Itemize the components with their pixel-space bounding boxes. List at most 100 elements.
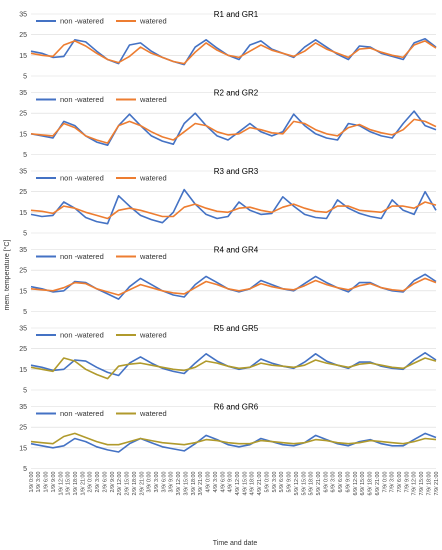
x-tick-label: 2/9/ 12:00: [117, 472, 123, 496]
x-tick-label: 3/9/ 0:00: [147, 472, 153, 493]
x-tick-label: 7/9/ 3:00: [390, 472, 396, 493]
x-tick-label: 6/9/ 0:00: [323, 472, 329, 493]
x-tick-label: 7/9/ 0:00: [382, 472, 388, 493]
y-tick-label: 15: [19, 210, 27, 217]
series-line-watered: [30, 432, 437, 446]
x-tick-label: 4/9/ 15:00: [242, 472, 248, 496]
y-tick-label: 25: [19, 268, 27, 275]
x-tick-label: 2/9/ 6:00: [102, 472, 108, 493]
x-axis: 1/9/ 0:00 1/9/ 3:00 1/9/ 6:00 1/9/ 9:00 1/9/…: [29, 472, 440, 496]
y-tick-label: 15: [19, 53, 27, 60]
x-tick-label: 2/9/ 9:00: [110, 472, 116, 493]
y-tick-label: 35: [19, 169, 27, 176]
x-tick-label: 6/9/ 12:00: [353, 472, 359, 496]
x-tick-label: 7/9/ 6:00: [397, 472, 403, 493]
x-tick-label: 4/9/ 0:00: [206, 472, 212, 493]
legend-label: watered: [139, 17, 167, 26]
y-axis-label: mem. temperature [°C]: [3, 240, 11, 311]
y-tick-label: 15: [19, 445, 27, 452]
x-tick-label: 3/9/ 3:00: [154, 472, 160, 493]
chart-panels: 5 15 25 35 R1 and GR1 non -watered watered 5 15 2…: [19, 10, 437, 473]
x-axis-label: Time and date: [213, 540, 258, 547]
x-tick-label: 2/9/ 0:00: [88, 472, 94, 493]
y-tick-label: 35: [19, 326, 27, 333]
x-tick-label: 2/9/ 15:00: [125, 472, 131, 496]
y-tick-label: 35: [19, 12, 27, 19]
y-tick-label: 15: [19, 367, 27, 374]
y-tick-label: 5: [23, 388, 27, 395]
series-line-watered: [30, 277, 437, 296]
legend-label: watered: [139, 331, 167, 340]
series-line-non-watered: [30, 37, 437, 66]
panel-title: R1 and GR1: [214, 10, 259, 19]
legend-label: non -watered: [60, 174, 104, 183]
series-line-non-watered: [30, 110, 437, 146]
series-line-non-watered: [30, 432, 437, 453]
x-tick-label: 2/9/ 21:00: [139, 472, 145, 496]
x-tick-label: 3/9/ 9:00: [169, 472, 175, 493]
x-tick-label: 7/9/ 12:00: [412, 472, 418, 496]
x-tick-label: 5/9/ 12:00: [294, 472, 300, 496]
x-tick-label: 5/9/ 21:00: [316, 472, 322, 496]
y-tick-label: 5: [23, 74, 27, 81]
x-tick-label: 1/9/ 18:00: [73, 472, 79, 496]
panel-6: 5 15 25 35 R6 and GR6 non -watered watered: [19, 403, 437, 473]
legend-label: watered: [139, 95, 167, 104]
legend-label: non -watered: [60, 17, 104, 26]
legend-label: non -watered: [60, 252, 104, 261]
x-tick-label: 7/9/ 18:00: [426, 472, 432, 496]
x-tick-label: 4/9/ 6:00: [220, 472, 226, 493]
series-line-watered: [30, 40, 437, 65]
x-tick-label: 1/9/ 21:00: [80, 472, 86, 496]
x-tick-label: 5/9/ 15:00: [301, 472, 307, 496]
x-tick-label: 1/9/ 6:00: [44, 472, 50, 493]
x-tick-label: 5/9/ 6:00: [279, 472, 285, 493]
x-tick-label: 6/9/ 6:00: [338, 472, 344, 493]
x-tick-label: 1/9/ 0:00: [29, 472, 35, 493]
y-tick-label: 5: [23, 309, 27, 316]
series-line-watered: [30, 201, 437, 220]
x-tick-label: 1/9/ 12:00: [58, 472, 64, 496]
panel-3: 5 15 25 35 R3 and GR3 non -watered watered: [19, 167, 437, 238]
x-tick-label: 6/9/ 21:00: [375, 472, 381, 496]
series-line-watered: [30, 118, 437, 144]
series-line-watered: [30, 357, 437, 380]
y-tick-label: 25: [19, 189, 27, 196]
x-tick-label: 2/9/ 18:00: [132, 472, 138, 496]
series-line-non-watered: [30, 188, 437, 225]
y-tick-label: 25: [19, 32, 27, 39]
legend-label: watered: [139, 174, 167, 183]
x-tick-label: 3/9/ 15:00: [183, 472, 189, 496]
x-tick-label: 4/9/ 3:00: [213, 472, 219, 493]
y-tick-label: 25: [19, 346, 27, 353]
y-tick-label: 25: [19, 111, 27, 118]
x-tick-label: 3/9/ 12:00: [176, 472, 182, 496]
y-tick-label: 5: [23, 466, 27, 473]
panel-title: R6 and GR6: [214, 403, 259, 412]
x-tick-label: 7/9/ 9:00: [404, 472, 410, 493]
x-tick-label: 5/9/ 0:00: [264, 472, 270, 493]
y-tick-label: 15: [19, 131, 27, 138]
legend-label: watered: [139, 252, 167, 261]
panel-2: 5 15 25 35 R2 and GR2 non -watered watered: [19, 89, 437, 159]
x-tick-label: 4/9/ 21:00: [257, 472, 263, 496]
x-tick-label: 7/9/ 15:00: [419, 472, 425, 496]
y-tick-label: 25: [19, 425, 27, 432]
panel-1: 5 15 25 35 R1 and GR1 non -watered watered: [19, 10, 437, 81]
x-tick-label: 6/9/ 9:00: [345, 472, 351, 493]
x-tick-label: 3/9/ 18:00: [191, 472, 197, 496]
x-tick-label: 6/9/ 18:00: [368, 472, 374, 496]
panel-title: R3 and GR3: [214, 167, 259, 176]
legend-label: non -watered: [60, 409, 104, 418]
x-tick-label: 5/9/ 9:00: [287, 472, 293, 493]
x-tick-label: 1/9/ 3:00: [36, 472, 42, 493]
x-tick-label: 4/9/ 18:00: [250, 472, 256, 496]
x-tick-label: 4/9/ 12:00: [235, 472, 241, 496]
x-tick-label: 3/9/ 6:00: [161, 472, 167, 493]
y-tick-label: 5: [23, 231, 27, 238]
y-tick-label: 35: [19, 247, 27, 254]
y-tick-label: 15: [19, 288, 27, 295]
panel-title: R4 and GR4: [214, 246, 259, 255]
panel-title: R2 and GR2: [214, 89, 259, 98]
